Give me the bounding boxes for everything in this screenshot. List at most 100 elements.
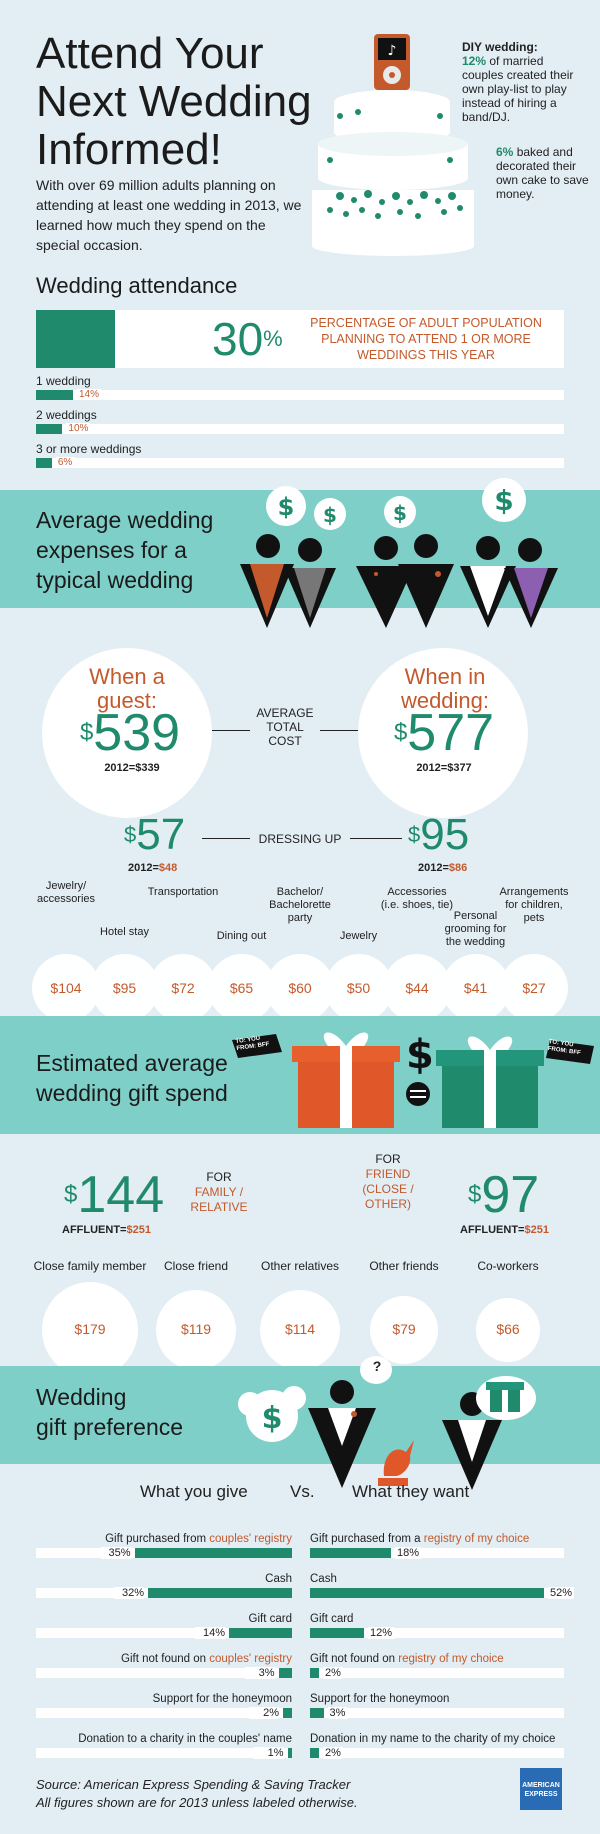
give-bar-value: 14% xyxy=(195,1627,225,1639)
want-bar-track xyxy=(310,1628,564,1638)
expense-category-value: $95 xyxy=(112,980,137,996)
want-bar xyxy=(310,1708,324,1718)
gift-recipient-circle xyxy=(42,1282,138,1378)
question-mark: ? xyxy=(372,1358,382,1374)
expense-category-value: $60 xyxy=(288,980,312,996)
want-label-highlight: registry of my choice xyxy=(398,1653,504,1665)
give-heading: What you give xyxy=(140,1482,248,1501)
guest-title: When a guest: xyxy=(89,664,165,713)
svg-text:$: $ xyxy=(262,1401,283,1436)
friend-affluent: AFFLUENT=$251 xyxy=(460,1224,549,1236)
attendance-bar-track xyxy=(36,458,564,468)
expense-circle xyxy=(32,954,100,1022)
friend-gift-amount: $97 xyxy=(468,1166,540,1224)
expense-circle xyxy=(207,954,276,1022)
attendance-highlight-text: PERCENTAGE OF ADULT POPULATION PLANNING … xyxy=(310,316,542,362)
svg-text:$: $ xyxy=(494,484,513,517)
give-bar-value: 32% xyxy=(114,1587,144,1599)
guest-2012: 2012=$339 xyxy=(104,762,160,774)
cake-icon: ♪ xyxy=(312,34,474,256)
family-gift-amount: $144 xyxy=(64,1166,165,1224)
gift-recipient-label: Other relatives xyxy=(260,1259,340,1273)
svg-text:$: $ xyxy=(323,503,337,527)
gift-recipient-label: Co-workers xyxy=(477,1259,539,1273)
want-bar-value: 18% xyxy=(395,1547,422,1559)
page-title: Attend Your Next Wedding Informed! xyxy=(36,29,312,174)
want-label-highlight: registry of my choice xyxy=(423,1533,530,1545)
gift-recipient-value: $119 xyxy=(180,1321,212,1337)
give-label-highlight: couples' registry xyxy=(209,1533,292,1545)
want-label-text: Donation in my name to the charity of my… xyxy=(310,1733,556,1745)
attendance-row-label: 1 wedding xyxy=(36,374,91,388)
want-label-text: Support for the honeymoon xyxy=(310,1693,450,1705)
attendance-highlight-bar xyxy=(36,310,116,368)
expense-category-value: $65 xyxy=(229,980,254,996)
gift-recipient-circle xyxy=(370,1296,438,1364)
attendance-bar-track xyxy=(36,424,564,434)
gift-boxes-icon: $ xyxy=(232,1032,594,1128)
expense-category-label: Dining out xyxy=(216,930,267,942)
gift-recipient-value: $114 xyxy=(284,1321,316,1337)
give-row-label: Cash xyxy=(20,1572,292,1586)
gift-recipient-label: Close family member xyxy=(33,1259,147,1273)
dress-label: DRESSING UP xyxy=(250,832,350,846)
guest-cost-circle xyxy=(42,648,212,818)
give-bar-value: 35% xyxy=(100,1547,131,1559)
want-label-text: Gift card xyxy=(310,1613,354,1625)
give-bar xyxy=(229,1628,292,1638)
vs-label: Vs. xyxy=(290,1482,315,1501)
gift-recipient-value: $179 xyxy=(74,1321,106,1337)
want-row-label: Donation in my name to the charity of my… xyxy=(310,1732,564,1746)
want-bar-value: 2% xyxy=(323,1747,343,1759)
give-label-text: Support for the honeymoon xyxy=(152,1693,292,1705)
want-bar-track xyxy=(310,1588,564,1598)
expense-circle xyxy=(149,954,217,1022)
expense-category-label: Hotel stay xyxy=(100,926,149,938)
give-bar xyxy=(287,1748,292,1758)
give-bar-value: 3% xyxy=(244,1667,275,1679)
give-bar xyxy=(278,1668,292,1678)
give-label-text: Donation to a charity in the couples' na… xyxy=(78,1733,292,1745)
intro-text: With over 69 million adults planning on … xyxy=(36,177,302,253)
expense-circle xyxy=(383,954,451,1022)
expense-category-label: Arrangements for children, pets xyxy=(499,886,569,924)
give-label-text: Gift purchased from xyxy=(105,1533,210,1545)
attendance-row-label: 2 weddings xyxy=(36,408,97,422)
want-label-text: Cash xyxy=(310,1573,337,1585)
give-row-label: Support for the honeymoon xyxy=(20,1692,292,1706)
expense-category-value: $27 xyxy=(522,980,546,996)
svg-text:$: $ xyxy=(393,501,407,525)
give-label-text: Gift card xyxy=(248,1613,292,1625)
wedding-amount: $577 xyxy=(393,704,495,762)
give-row-label: Donation to a charity in the couples' na… xyxy=(20,1732,292,1746)
attendance-highlight-value: 30% xyxy=(212,313,283,365)
give-label-text: Cash xyxy=(265,1573,292,1585)
gift-recipient-label: Close friend xyxy=(163,1259,229,1273)
want-bar-track xyxy=(310,1748,564,1758)
attendance-bar xyxy=(36,458,52,468)
expense-category-value: $72 xyxy=(171,980,195,996)
want-bar-value: 12% xyxy=(368,1627,395,1639)
expense-category-label: Jewelry/ accessories xyxy=(36,880,96,905)
attendance-bar xyxy=(36,424,63,434)
amex-logo: AMERICAN EXPRESS xyxy=(520,1768,562,1810)
give-bar-track xyxy=(36,1548,292,1558)
expense-category-label: Personal grooming for the wedding xyxy=(444,910,507,948)
give-bar xyxy=(283,1708,292,1718)
want-bar-value: 2% xyxy=(323,1667,343,1679)
want-row-label: Gift purchased from a registry of my cho… xyxy=(310,1532,564,1546)
want-row-label: Gift not found on registry of my choice xyxy=(310,1652,564,1666)
give-bar-track xyxy=(36,1708,292,1718)
wedding-guests-icon: $ $ $ $ xyxy=(240,478,558,628)
give-label-highlight: couples' registry xyxy=(209,1653,292,1665)
want-bar xyxy=(310,1748,319,1758)
give-bar-track xyxy=(36,1668,292,1678)
give-bar-value: 2% xyxy=(249,1707,279,1719)
give-bar-track xyxy=(36,1588,292,1598)
expense-circle xyxy=(500,954,568,1022)
svg-text:$: $ xyxy=(406,1032,434,1078)
dress-wedding-amount: $95 xyxy=(408,810,470,859)
preference-heading: Wedding gift preference xyxy=(36,1384,184,1440)
expense-category-label: Accessories (i.e. shoes, tie) xyxy=(380,886,454,911)
gift-recipient-circle xyxy=(156,1290,236,1370)
